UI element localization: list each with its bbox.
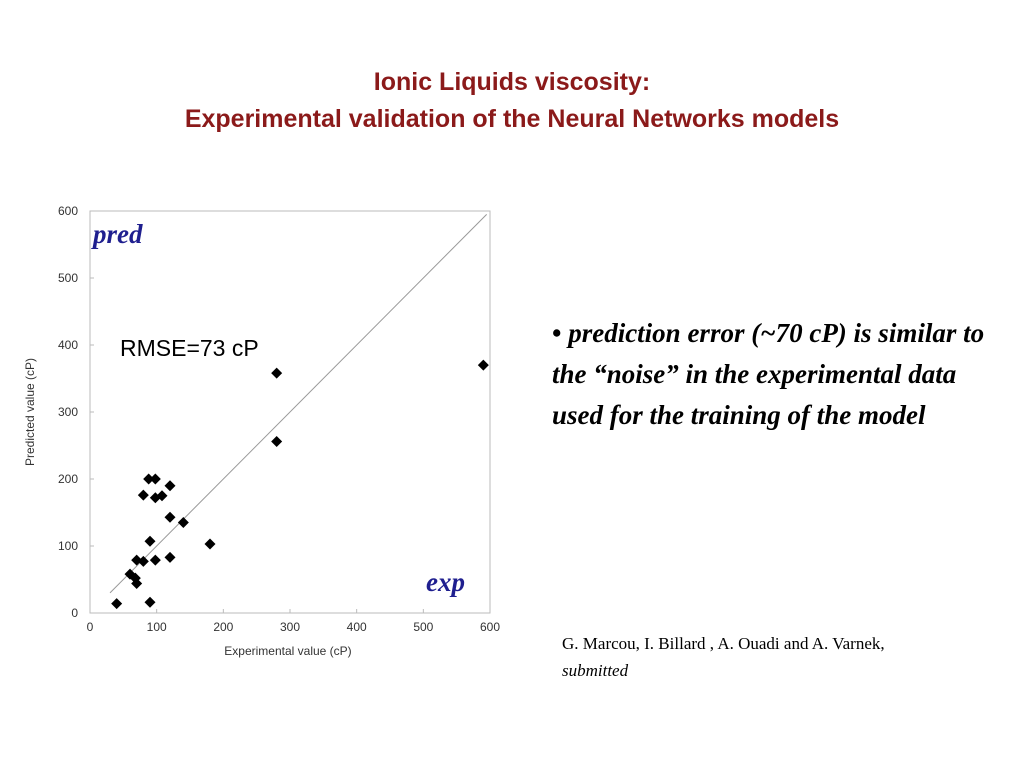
y-tick-label: 500 — [58, 271, 78, 285]
bullet-marker: • — [552, 318, 562, 348]
data-point — [149, 554, 161, 566]
y-tick-label: 300 — [58, 405, 78, 419]
data-point — [477, 359, 489, 371]
x-axis-ticks: 0 100 200 300 400 500 600 — [87, 609, 500, 634]
data-point — [144, 535, 156, 547]
data-point — [111, 598, 123, 610]
x-tick-label: 200 — [213, 620, 233, 634]
data-point — [271, 435, 283, 447]
data-point — [144, 596, 156, 608]
data-point — [177, 517, 189, 529]
slide-title: Ionic Liquids viscosity: Experimental va… — [0, 64, 1024, 138]
citation: G. Marcou, I. Billard , A. Ouadi and A. … — [562, 630, 1012, 684]
data-point — [137, 555, 149, 567]
citation-status: submitted — [562, 661, 629, 680]
y-axis-ticks: 0 100 200 300 400 500 600 — [58, 204, 94, 620]
data-point — [131, 578, 143, 590]
y-tick-label: 100 — [58, 539, 78, 553]
y-axis-label: Predicted value (cP) — [23, 358, 37, 466]
data-points — [111, 359, 489, 610]
data-point — [143, 473, 155, 485]
exp-annotation: exp — [426, 567, 465, 597]
bullet-text: prediction error (~70 cP) is similar to … — [552, 318, 985, 430]
x-tick-label: 300 — [280, 620, 300, 634]
y-tick-label: 200 — [58, 472, 78, 486]
slide-title-line-1: Ionic Liquids viscosity: — [373, 68, 651, 96]
scatter-chart: 0 100 200 300 400 500 600 0100200300400500600 … — [23, 204, 500, 658]
y-tick-label: 400 — [58, 338, 78, 352]
x-axis-label: Experimental value (cP) — [224, 644, 351, 658]
slide-title-line-2: Experimental validation of the Neural Ne… — [184, 105, 840, 133]
x-tick-label: 100 — [147, 620, 167, 634]
data-point — [129, 572, 141, 584]
data-point — [164, 480, 176, 492]
data-point — [204, 538, 216, 550]
citation-authors: G. Marcou, I. Billard , A. Ouadi and A. … — [562, 634, 885, 653]
bullet-point: • prediction error (~70 cP) is similar t… — [552, 313, 1002, 436]
data-point — [137, 489, 149, 501]
pred-annotation: pred — [91, 219, 143, 249]
y-tick-label: 600 — [58, 204, 78, 218]
rmse-annotation: RMSE=73 cP — [120, 335, 259, 361]
data-point — [156, 490, 168, 502]
data-point — [164, 511, 176, 523]
identity-line — [109, 213, 488, 594]
data-point — [271, 367, 283, 379]
x-tick-label: 500 — [413, 620, 433, 634]
data-point — [164, 551, 176, 563]
x-tick-label: 600 — [480, 620, 500, 634]
x-tick-label: 0 — [87, 620, 94, 634]
data-point — [149, 473, 161, 485]
y-tick-label: 0 — [71, 606, 78, 620]
x-tick-label: 400 — [347, 620, 367, 634]
